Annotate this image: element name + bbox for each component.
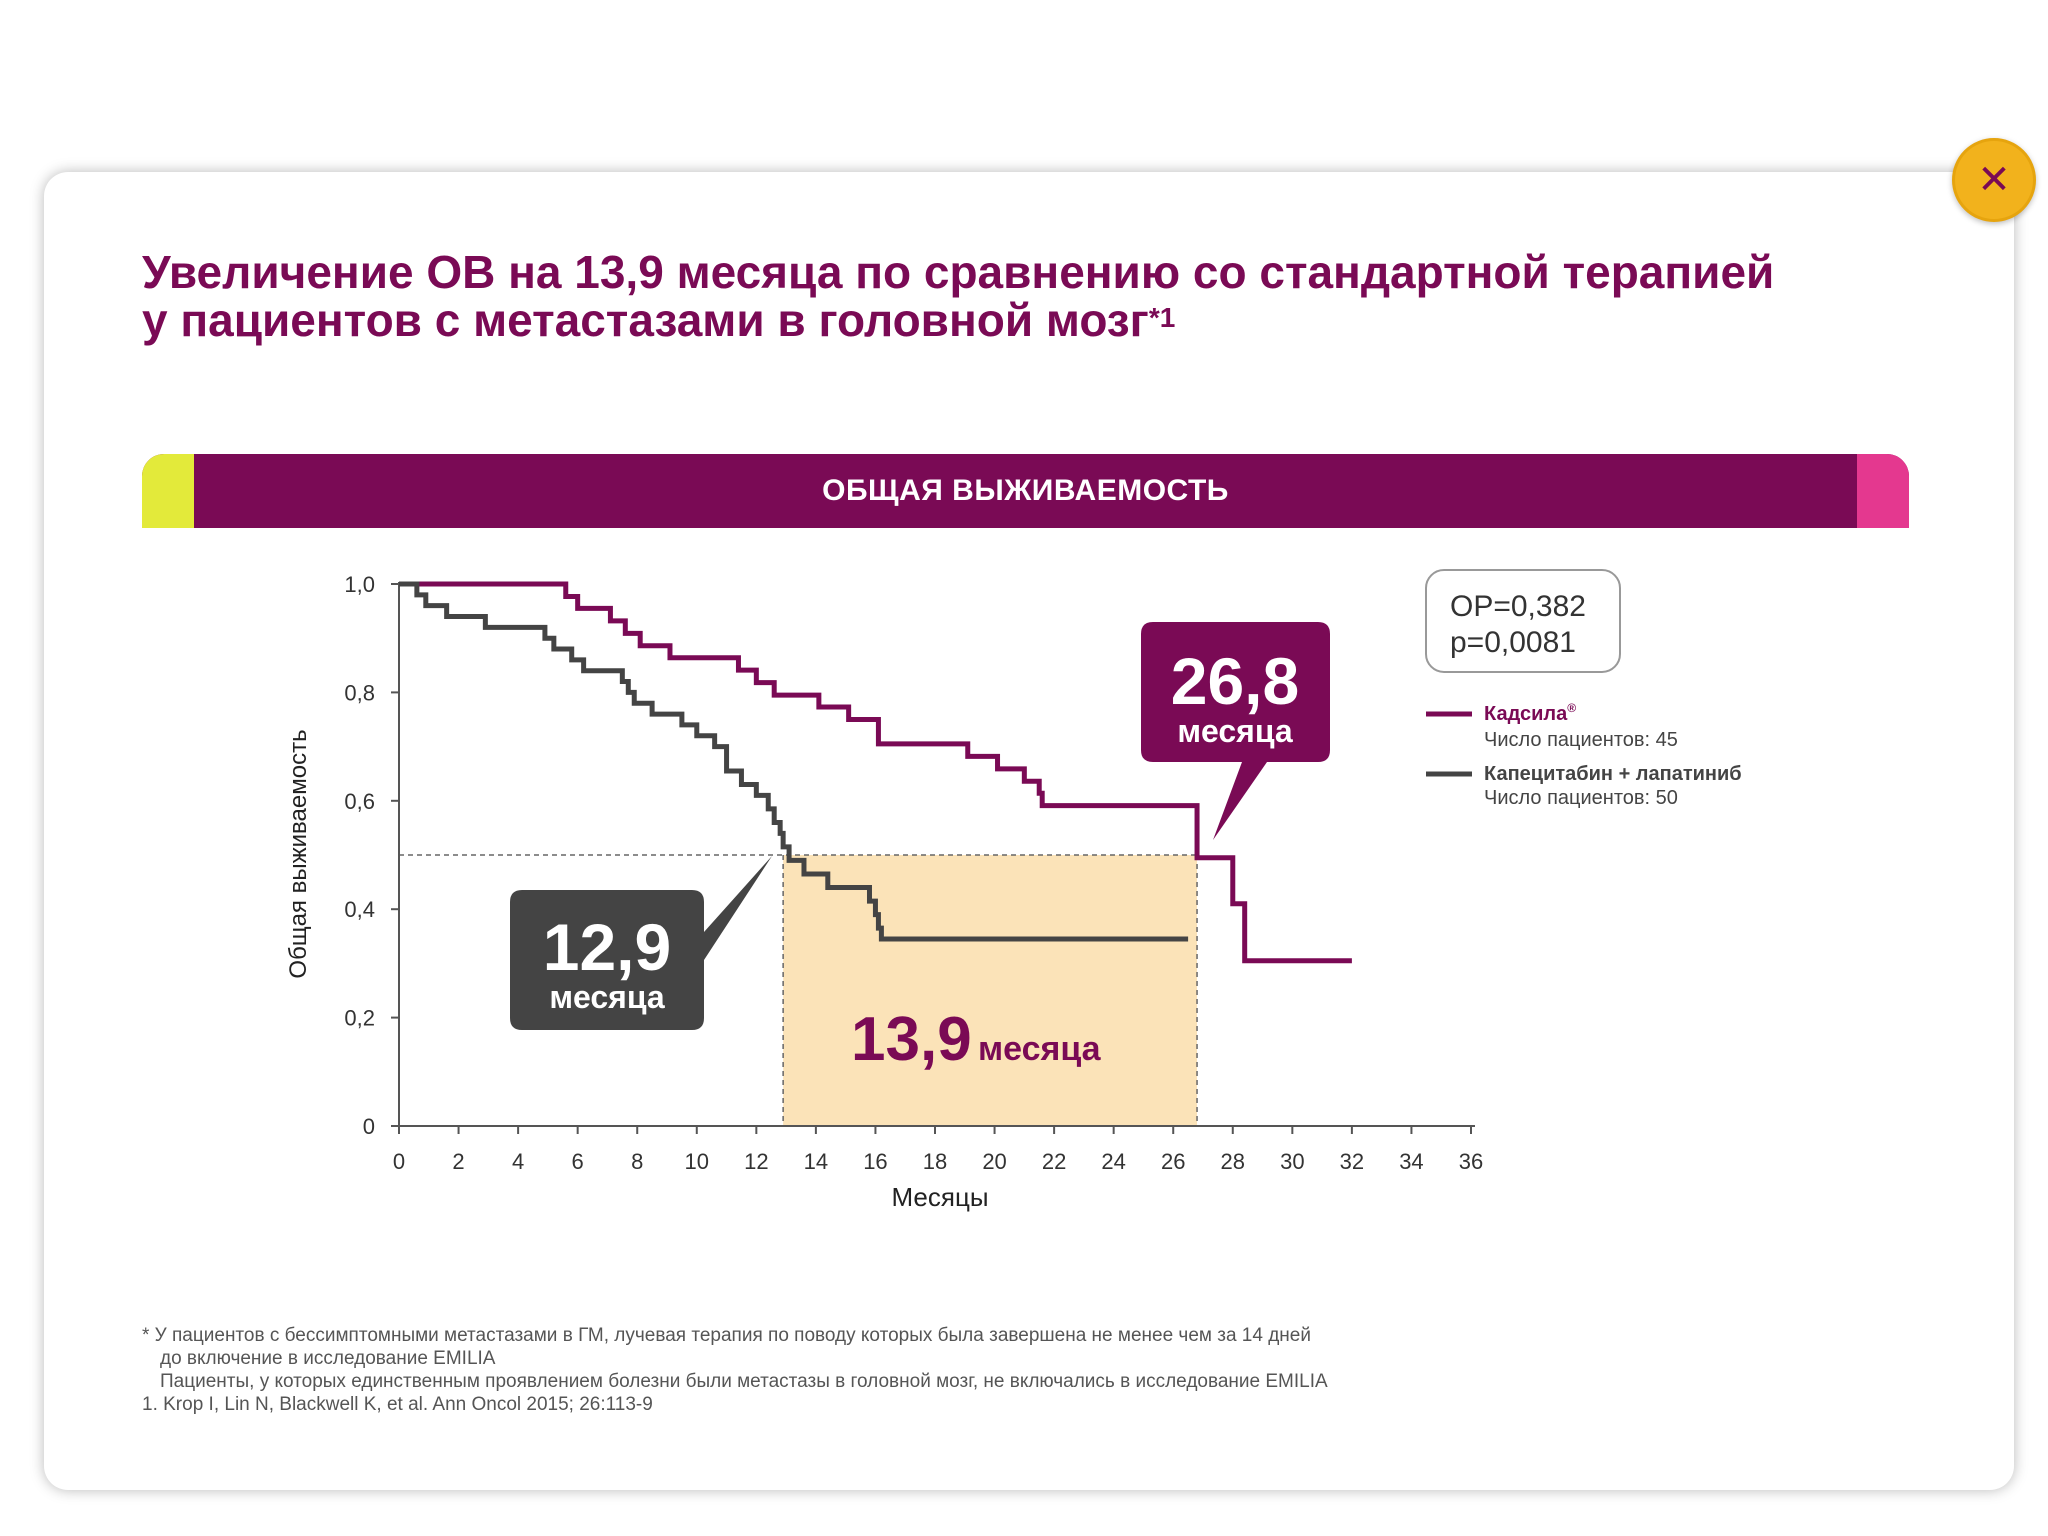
footnote-3: Пациенты, у которых единственным проявле… — [160, 1371, 1328, 1392]
legend-name-kadcyla: Кадсила — [1484, 703, 1568, 725]
x-tick-label: 4 — [512, 1149, 524, 1174]
y-tick-label: 0 — [363, 1114, 375, 1139]
band-accent-right — [1857, 454, 1909, 528]
x-tick-label: 6 — [572, 1149, 584, 1174]
legend: Кадсила® Число пациентов: 45 Капецитабин… — [1426, 701, 1742, 809]
y-tick-label: 1,0 — [344, 572, 375, 597]
y-tick-label: 0,6 — [344, 789, 375, 814]
callout-kadcyla-value: 26,8 — [1171, 644, 1299, 718]
p-value: p=0,0081 — [1450, 626, 1576, 659]
x-tick-label: 30 — [1280, 1149, 1304, 1174]
difference-label: 13,9 месяца — [851, 1005, 1102, 1074]
legend-patients-comparator: Число пациентов: 50 — [1484, 787, 1678, 809]
y-tick-label: 0,4 — [344, 897, 375, 922]
title-line-2-text: у пациентов с метастазами в головной моз… — [142, 294, 1149, 346]
legend-mark-kadcyla: ® — [1567, 701, 1576, 715]
x-tick-label: 36 — [1459, 1149, 1483, 1174]
x-tick-label: 12 — [744, 1149, 768, 1174]
callout-comparator-bubble — [510, 856, 772, 1030]
footnote-4: 1. Krop I, Lin N, Blackwell K, et al. An… — [142, 1394, 653, 1415]
y-tick-label: 0,2 — [344, 1006, 375, 1031]
callout-kadcyla-bubble — [1141, 622, 1330, 840]
x-tick-label: 28 — [1221, 1149, 1245, 1174]
footnote-2: до включение в исследование EMILIA — [160, 1348, 496, 1369]
legend-label-comparator: Капецитабин + лапатиниб — [1484, 763, 1742, 785]
footnote-1: * У пациентов с бессимптомными метастаза… — [142, 1325, 1311, 1346]
x-tick-label: 24 — [1101, 1149, 1125, 1174]
band-label: ОБЩАЯ ВЫЖИВАЕМОСТЬ — [822, 474, 1229, 507]
stats-box-frame — [1425, 569, 1621, 673]
kaplan-meier-kadcyla — [399, 581, 1352, 964]
title-line-1: Увеличение ОВ на 13,9 месяца по сравнени… — [142, 246, 1775, 298]
callout-comparator-unit: месяца — [549, 979, 665, 1015]
x-tick-label: 20 — [982, 1149, 1006, 1174]
x-tick-label: 18 — [923, 1149, 947, 1174]
footnotes: * У пациентов с бессимптомными метастаза… — [142, 1324, 1442, 1416]
callout-kadcyla: 26,8 месяца — [1141, 622, 1330, 840]
hazard-ratio: ОР=0,382 — [1450, 590, 1586, 623]
callout-comparator-value: 12,9 — [543, 910, 671, 984]
close-button[interactable]: ✕ — [1952, 138, 2036, 222]
title-footnote-mark: *1 — [1148, 302, 1176, 333]
modal-dialog — [44, 172, 2014, 1490]
x-tick-label: 8 — [631, 1149, 643, 1174]
stats-box: ОР=0,382 p=0,0081 — [1425, 569, 1621, 673]
title-line-2: у пациентов с метастазами в головной моз… — [142, 296, 1942, 344]
x-tick-label: 34 — [1399, 1149, 1423, 1174]
legend-label-kadcyla: Кадсила® — [1484, 701, 1576, 725]
y-axis-label: Общая выживаемость — [285, 729, 312, 978]
x-tick-label: 0 — [393, 1149, 405, 1174]
callout-comparator: 12,9 месяца — [510, 856, 772, 1030]
close-icon: ✕ — [1977, 158, 2011, 202]
x-tick-label: 10 — [685, 1149, 709, 1174]
difference-unit: месяца — [978, 1030, 1102, 1068]
section-band: ОБЩАЯ ВЫЖИВАЕМОСТЬ — [142, 454, 1909, 528]
median-difference-area — [783, 855, 1198, 1126]
y-tick-label: 0,8 — [344, 680, 375, 705]
legend-patients-kadcyla: Число пациентов: 45 — [1484, 729, 1678, 751]
difference-value: 13,9 — [851, 1005, 972, 1074]
x-tick-label: 16 — [863, 1149, 887, 1174]
x-tick-label: 14 — [804, 1149, 828, 1174]
x-tick-label: 32 — [1340, 1149, 1364, 1174]
kaplan-meier-comparator — [399, 581, 1189, 942]
x-tick-label: 26 — [1161, 1149, 1185, 1174]
x-tick-label: 22 — [1042, 1149, 1066, 1174]
x-axis-label: Месяцы — [891, 1182, 988, 1212]
x-tick-label: 2 — [452, 1149, 464, 1174]
band-accent-left — [142, 454, 194, 528]
page-title: Увеличение ОВ на 13,9 месяца по сравнени… — [142, 248, 1942, 344]
callout-kadcyla-unit: месяца — [1177, 713, 1293, 749]
